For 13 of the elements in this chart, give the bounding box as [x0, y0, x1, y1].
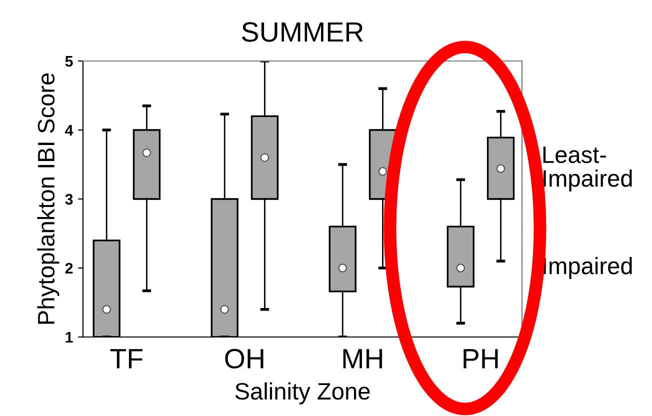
x-axis-title: Salinity Zone [235, 382, 370, 404]
x-tick-label: MH [343, 349, 382, 368]
x-tick-label: TF [110, 349, 143, 368]
y-tick-label: 2 [65, 262, 73, 274]
chart-title: SUMMER [242, 22, 363, 42]
y-tick-label: 4 [65, 125, 74, 136]
y-tick-label: 3 [65, 194, 73, 205]
x-tick-label: OH [225, 348, 264, 369]
y-tick-label: 5 [65, 56, 73, 67]
x-tick-label: PH [464, 349, 498, 368]
series-label: Least-Impaired [543, 146, 632, 192]
y-tick-label: 1 [66, 332, 73, 343]
y-axis-title: Phytoplankton IBI Score [37, 73, 60, 324]
